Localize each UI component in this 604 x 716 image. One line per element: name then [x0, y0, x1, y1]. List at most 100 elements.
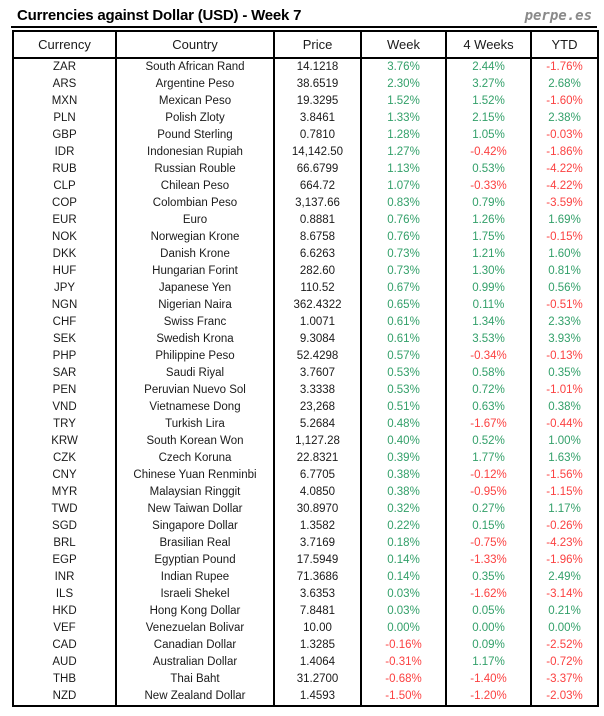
- country-cell: Malaysian Ringgit: [115, 484, 275, 501]
- currency-code-cell: KRW: [12, 433, 117, 450]
- table-row: BRL Brasilian Real 3.7169 0.18% -0.75% -4.23%: [12, 535, 599, 552]
- price-cell: 19.3295: [273, 93, 362, 110]
- table-row: COP Colombian Peso 3,137.66 0.83% 0.79% -3.59…: [12, 195, 599, 212]
- country-cell: Hong Kong Dollar: [115, 603, 275, 620]
- ytd-cell: 0.56%: [530, 280, 599, 297]
- week-cell: 0.22%: [360, 518, 447, 535]
- price-cell: 362.4322: [273, 297, 362, 314]
- four-weeks-cell: -1.40%: [445, 671, 532, 688]
- week-cell: -0.31%: [360, 654, 447, 671]
- table-row: ZAR South African Rand 14.1218 3.76% 2.44% -1…: [12, 58, 599, 76]
- four-weeks-cell: 0.00%: [445, 620, 532, 637]
- country-cell: South African Rand: [115, 58, 275, 76]
- ytd-cell: 0.35%: [530, 365, 599, 382]
- country-cell: Australian Dollar: [115, 654, 275, 671]
- four-weeks-cell: 0.35%: [445, 569, 532, 586]
- price-cell: 664.72: [273, 178, 362, 195]
- price-cell: 52.4298: [273, 348, 362, 365]
- four-weeks-cell: 1.30%: [445, 263, 532, 280]
- country-cell: Turkish Lira: [115, 416, 275, 433]
- table-row: SAR Saudi Riyal 3.7607 0.53% 0.58% 0.35%: [12, 365, 599, 382]
- table-row: SEK Swedish Krona 9.3084 0.61% 3.53% 3.93%: [12, 331, 599, 348]
- ytd-cell: -1.86%: [530, 144, 599, 161]
- four-weeks-cell: 0.52%: [445, 433, 532, 450]
- table-header-row: Currency Country Price Week 4 Weeks YTD: [12, 30, 599, 59]
- price-cell: 3.3338: [273, 382, 362, 399]
- week-cell: 2.30%: [360, 76, 447, 93]
- price-cell: 3,137.66: [273, 195, 362, 212]
- ytd-cell: -0.51%: [530, 297, 599, 314]
- four-weeks-cell: -0.75%: [445, 535, 532, 552]
- table-row: AUD Australian Dollar 1.4064 -0.31% 1.17% -0.…: [12, 654, 599, 671]
- four-weeks-cell: 1.17%: [445, 654, 532, 671]
- week-cell: 3.76%: [360, 58, 447, 76]
- price-cell: 31.2700: [273, 671, 362, 688]
- price-cell: 3.7607: [273, 365, 362, 382]
- country-cell: Egyptian Pound: [115, 552, 275, 569]
- ytd-cell: -3.14%: [530, 586, 599, 603]
- week-cell: 0.61%: [360, 314, 447, 331]
- price-cell: 6.7705: [273, 467, 362, 484]
- country-cell: Brasilian Real: [115, 535, 275, 552]
- currency-code-cell: SAR: [12, 365, 117, 382]
- four-weeks-cell: 1.75%: [445, 229, 532, 246]
- price-cell: 7.8481: [273, 603, 362, 620]
- currency-code-cell: THB: [12, 671, 117, 688]
- week-cell: 0.14%: [360, 569, 447, 586]
- week-cell: 0.39%: [360, 450, 447, 467]
- price-cell: 8.6758: [273, 229, 362, 246]
- table-row: DKK Danish Krone 6.6263 0.73% 1.21% 1.60%: [12, 246, 599, 263]
- ytd-cell: -0.72%: [530, 654, 599, 671]
- four-weeks-cell: 1.05%: [445, 127, 532, 144]
- week-cell: 0.51%: [360, 399, 447, 416]
- four-weeks-cell: -1.20%: [445, 688, 532, 706]
- currency-code-cell: ZAR: [12, 58, 117, 76]
- week-cell: 0.53%: [360, 365, 447, 382]
- ytd-cell: 2.68%: [530, 76, 599, 93]
- title-divider: [11, 26, 597, 28]
- column-header-country: Country: [115, 30, 275, 59]
- ytd-cell: 0.00%: [530, 620, 599, 637]
- table-row: KRW South Korean Won 1,127.28 0.40% 0.52% 1.0…: [12, 433, 599, 450]
- table-row: CNY Chinese Yuan Renminbi 6.7705 0.38% -0.12…: [12, 467, 599, 484]
- four-weeks-cell: 0.63%: [445, 399, 532, 416]
- four-weeks-cell: -1.67%: [445, 416, 532, 433]
- price-cell: 1.4593: [273, 688, 362, 706]
- ytd-cell: -1.96%: [530, 552, 599, 569]
- four-weeks-cell: 0.15%: [445, 518, 532, 535]
- table-row: THB Thai Baht 31.2700 -0.68% -1.40% -3.37%: [12, 671, 599, 688]
- week-cell: 0.03%: [360, 603, 447, 620]
- price-cell: 30.8970: [273, 501, 362, 518]
- four-weeks-cell: 1.21%: [445, 246, 532, 263]
- currency-code-cell: ARS: [12, 76, 117, 93]
- currency-code-cell: EUR: [12, 212, 117, 229]
- currency-code-cell: PEN: [12, 382, 117, 399]
- currency-code-cell: NGN: [12, 297, 117, 314]
- four-weeks-cell: 1.34%: [445, 314, 532, 331]
- column-header-ytd: YTD: [530, 30, 599, 59]
- currency-code-cell: MXN: [12, 93, 117, 110]
- currency-code-cell: VND: [12, 399, 117, 416]
- four-weeks-cell: 0.72%: [445, 382, 532, 399]
- price-cell: 4.0850: [273, 484, 362, 501]
- ytd-cell: 1.69%: [530, 212, 599, 229]
- country-cell: New Zealand Dollar: [115, 688, 275, 706]
- week-cell: 0.40%: [360, 433, 447, 450]
- country-cell: Japanese Yen: [115, 280, 275, 297]
- currency-code-cell: HUF: [12, 263, 117, 280]
- week-cell: 1.27%: [360, 144, 447, 161]
- country-cell: Swiss Franc: [115, 314, 275, 331]
- price-cell: 17.5949: [273, 552, 362, 569]
- four-weeks-cell: 0.27%: [445, 501, 532, 518]
- currency-code-cell: MYR: [12, 484, 117, 501]
- week-cell: 0.57%: [360, 348, 447, 365]
- table-body: ZAR South African Rand 14.1218 3.76% 2.44% -1…: [12, 58, 599, 706]
- country-cell: Israeli Shekel: [115, 586, 275, 603]
- price-cell: 10.00: [273, 620, 362, 637]
- currency-code-cell: COP: [12, 195, 117, 212]
- week-cell: 1.07%: [360, 178, 447, 195]
- week-cell: 0.76%: [360, 212, 447, 229]
- currency-code-cell: AUD: [12, 654, 117, 671]
- currency-code-cell: JPY: [12, 280, 117, 297]
- week-cell: 1.52%: [360, 93, 447, 110]
